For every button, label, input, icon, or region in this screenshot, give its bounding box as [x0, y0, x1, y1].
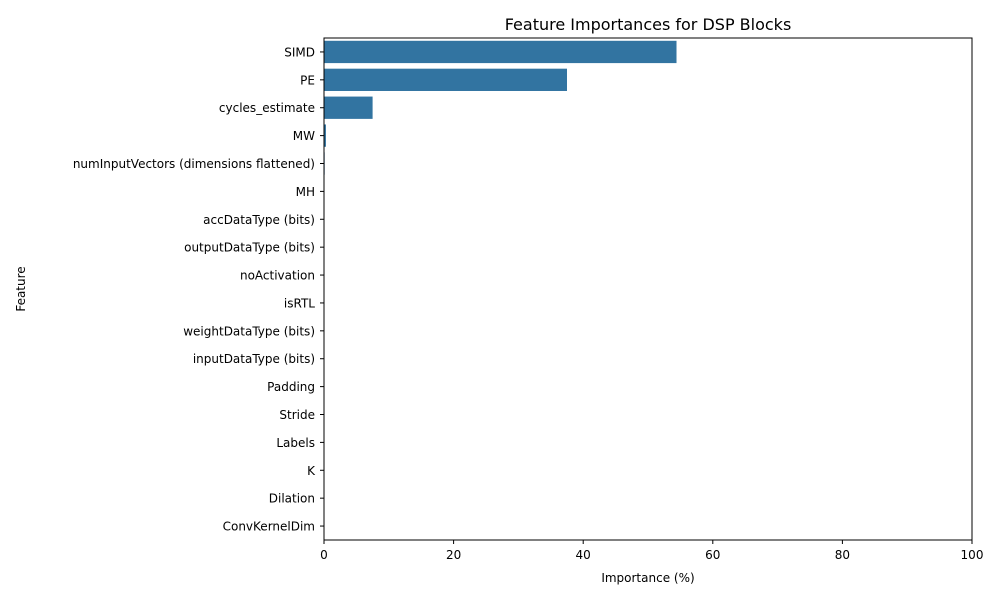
y-axis: SIMD PE cycles_estimate MW numInputVectors (…	[73, 45, 324, 533]
y-tick-label-14: Labels	[276, 436, 315, 450]
x-tick-label-3: 60	[705, 548, 720, 562]
y-tick-label-11: inputDataType (bits)	[193, 352, 315, 366]
y-tick-label-1: PE	[300, 73, 315, 87]
bar-0	[324, 41, 677, 63]
y-tick-label-7: outputDataType (bits)	[184, 241, 315, 255]
x-tick-label-0: 0	[320, 548, 328, 562]
chart-title: Feature Importances for DSP Blocks	[505, 15, 792, 34]
x-axis-label: Importance (%)	[601, 571, 694, 585]
bar-2	[324, 97, 373, 119]
y-tick-label-15: K	[307, 464, 316, 478]
y-tick-label-9: isRTL	[284, 296, 315, 310]
y-tick-label-2: cycles_estimate	[219, 101, 315, 115]
y-axis-label: Feature	[14, 266, 28, 311]
y-tick-label-3: MW	[293, 129, 315, 143]
y-tick-label-6: accDataType (bits)	[203, 213, 315, 227]
y-tick-label-13: Stride	[279, 408, 315, 422]
x-axis: 0 20 40 60 80 100	[320, 540, 983, 562]
y-tick-label-0: SIMD	[284, 45, 315, 59]
plot-frame	[324, 38, 972, 540]
x-tick-label-5: 100	[961, 548, 984, 562]
bar-1	[324, 69, 567, 91]
y-tick-label-17: ConvKernelDim	[223, 520, 315, 534]
y-tick-label-16: Dilation	[269, 492, 315, 506]
y-tick-label-12: Padding	[267, 380, 315, 394]
bars-layer	[324, 41, 677, 370]
x-tick-label-1: 20	[446, 548, 461, 562]
y-tick-label-5: MH	[296, 185, 315, 199]
y-tick-label-4: numInputVectors (dimensions flattened)	[73, 157, 315, 171]
y-tick-label-10: weightDataType (bits)	[183, 324, 315, 338]
x-tick-label-2: 40	[576, 548, 591, 562]
x-tick-label-4: 80	[835, 548, 850, 562]
y-tick-label-8: noActivation	[240, 269, 315, 283]
